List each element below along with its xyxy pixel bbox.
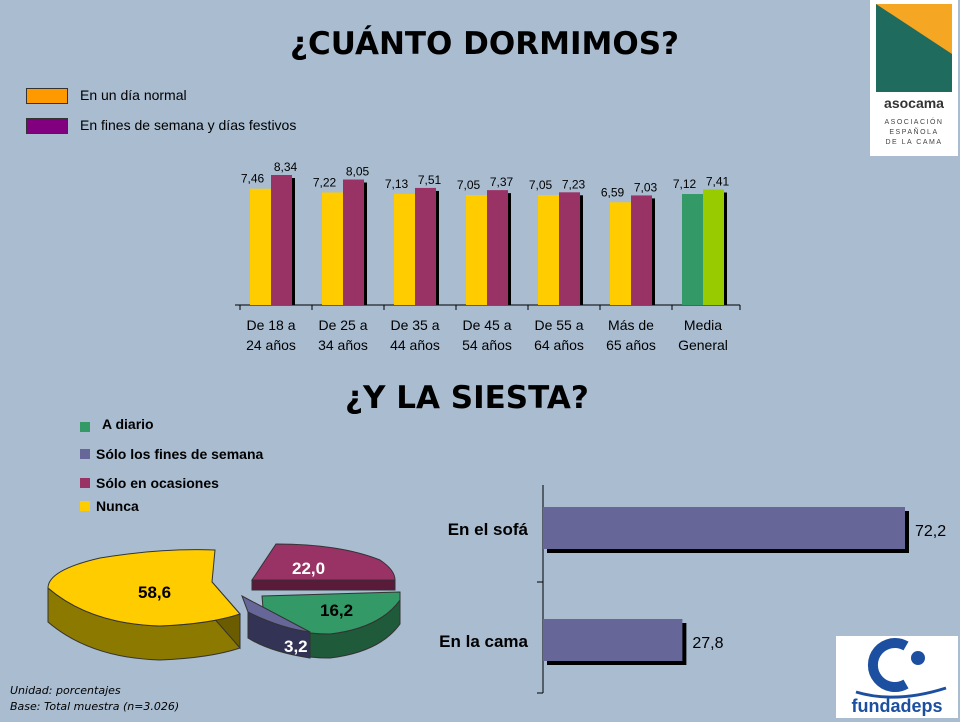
siesta-location-chart: En el sofá 72,2 En la cama 27,8	[439, 485, 946, 694]
category-label: De 25 a	[318, 317, 367, 333]
legend-swatch-daily	[80, 422, 90, 432]
bar-value-label: 7,37	[490, 175, 514, 189]
legend-swatch-weekday	[26, 88, 68, 104]
svg-text:fundadeps: fundadeps	[851, 696, 942, 716]
category-label: De 35 a	[390, 317, 439, 333]
pie-label-fines: 3,2	[284, 637, 308, 656]
bar-value-label: 6,59	[601, 185, 625, 199]
fundadeps-logo-mark: fundadeps	[851, 638, 947, 716]
svg-text:asocama: asocama	[884, 95, 944, 111]
legend-swatch-occasions	[80, 478, 90, 488]
category-label: 24 años	[246, 337, 296, 353]
hbar-0	[543, 507, 905, 549]
bar-weekday-1	[322, 192, 343, 305]
bar-weekday-2	[394, 193, 415, 305]
bar-value-label: 7,05	[457, 178, 481, 192]
page-title: ¿CUÁNTO DORMIMOS?	[290, 26, 680, 62]
bar-value-label: 7,13	[385, 177, 409, 191]
svg-text:DE LA CAMA: DE LA CAMA	[885, 139, 942, 146]
bar-value-label: 7,05	[529, 178, 553, 192]
hbar-1	[543, 619, 683, 661]
legend-label-weekends: Sólo los fines de semana	[96, 446, 264, 462]
bar-value-label: 7,03	[634, 180, 658, 194]
category-label: 44 años	[390, 337, 440, 353]
bar-weekend-6	[703, 189, 724, 305]
category-label: 64 años	[534, 337, 584, 353]
bar-value-label: 7,51	[418, 173, 442, 187]
bar-weekend-2	[415, 187, 436, 305]
category-label: 54 años	[462, 337, 512, 353]
bar-value-label: 7,41	[706, 174, 730, 188]
pie-label-nunca: 58,6	[138, 583, 171, 602]
legend-label-never: Nunca	[96, 498, 139, 514]
bar-value-label: 7,22	[313, 175, 337, 189]
pie-slice-fines-side	[247, 611, 311, 659]
hbar-value-label: 72,2	[915, 523, 946, 540]
pie-slice-fines	[241, 594, 311, 633]
bar-weekend-1	[343, 179, 364, 305]
bar-weekday-4	[538, 195, 559, 305]
category-label: Media	[684, 317, 722, 333]
footnote-base: Base: Total muestra (n=3.026)	[10, 700, 180, 713]
bar-weekend-4	[559, 192, 580, 305]
category-label: General	[678, 337, 728, 353]
legend-label-daily: A diario	[102, 416, 154, 432]
pie-label-ocasiones: 22,0	[292, 559, 325, 578]
sleep-hours-chart: 7,46 8,34 De 18 a 24 años 7,22 8,05 De 25 a 34 …	[235, 160, 741, 353]
bar-value-label: 8,34	[274, 160, 298, 174]
fundadeps-logo: fundadeps	[836, 636, 958, 718]
category-label: 34 años	[318, 337, 368, 353]
category-label: 65 años	[606, 337, 656, 353]
footnote-unit: Unidad: porcentajes	[10, 684, 121, 697]
svg-text:ESPAÑOLA: ESPAÑOLA	[889, 127, 938, 136]
bar-weekday-3	[466, 195, 487, 305]
pie-slice-ocasiones	[251, 543, 396, 581]
bar-weekend-5	[631, 195, 652, 305]
hbar-category-label: En el sofá	[448, 520, 529, 539]
category-label: De 55 a	[534, 317, 583, 333]
bar-weekend-3	[487, 190, 508, 305]
pie-slice-ocasiones-side	[251, 579, 396, 591]
bar-value-label: 7,12	[673, 177, 697, 191]
category-label: Más de	[608, 317, 654, 333]
section-title-siesta: ¿Y LA SIESTA?	[345, 380, 589, 416]
hbar-value-label: 27,8	[692, 635, 723, 652]
legend-swatch-weekends	[80, 449, 90, 459]
hbar-category-label: En la cama	[439, 632, 528, 651]
asocama-logo: asocama ASOCIACIÓN ESPAÑOLA DE LA CAMA	[870, 0, 958, 156]
bar-weekday-5	[610, 202, 631, 305]
bar-value-label: 8,05	[346, 165, 370, 179]
bar-value-label: 7,23	[562, 177, 586, 191]
bar-value-label: 7,46	[241, 172, 265, 186]
legend-label-occasions: Sólo en ocasiones	[96, 475, 219, 491]
svg-text:ASOCIACIÓN: ASOCIACIÓN	[885, 117, 944, 126]
bar-weekend-0	[271, 175, 292, 305]
pie-label-diario: 16,2	[320, 601, 353, 620]
legend-label-weekend: En fines de semana y días festivos	[80, 117, 297, 133]
category-label: De 45 a	[462, 317, 511, 333]
legend-label-weekday: En un día normal	[80, 87, 187, 103]
pie-slice-nunca	[47, 549, 241, 627]
bar-weekday-6	[682, 194, 703, 305]
siesta-pie-chart: 58,6 22,0 16,2 3,2	[47, 543, 401, 661]
asocama-logo-mark: asocama ASOCIACIÓN ESPAÑOLA DE LA CAMA	[876, 4, 952, 146]
bar-weekday-0	[250, 188, 271, 305]
category-label: De 18 a	[246, 317, 295, 333]
legend-swatch-never	[80, 501, 90, 511]
legend-swatch-weekend	[26, 118, 68, 134]
